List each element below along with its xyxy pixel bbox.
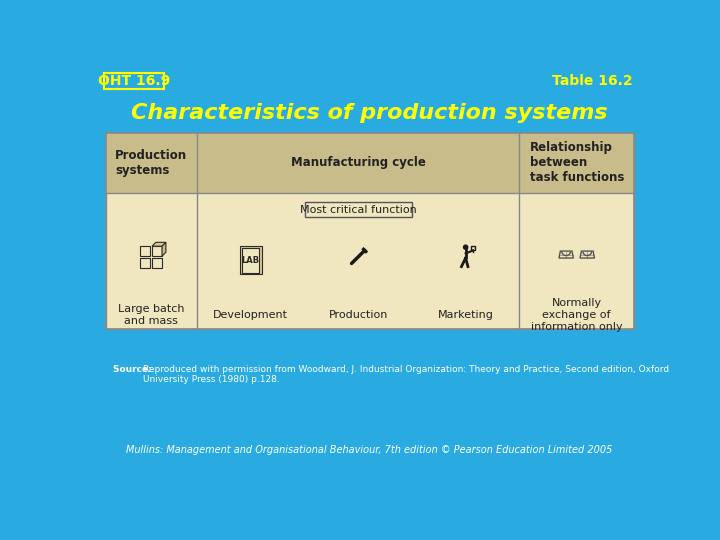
Bar [106,132,634,329]
Bar [140,258,150,268]
Bar [240,246,262,274]
Text: Reproduced with permission from Woodward, J. Industrial Organization: Theory and: Reproduced with permission from Woodward… [143,365,669,384]
Text: Most critical function: Most critical function [300,205,417,214]
Bar [106,132,634,329]
Text: Marketing: Marketing [438,310,493,320]
Bar [104,72,164,90]
Polygon shape [361,247,368,254]
Polygon shape [559,251,573,258]
Bar [242,248,259,273]
Bar [152,258,162,268]
Bar [140,246,150,256]
Text: Large batch
and mass: Large batch and mass [118,304,184,326]
Circle shape [464,245,468,249]
Text: Production
systems: Production systems [115,148,187,177]
Polygon shape [580,251,595,258]
Text: Characteristics of production systems: Characteristics of production systems [131,103,607,123]
Bar [106,132,634,193]
Text: LAB: LAB [242,256,260,265]
Text: Production: Production [328,310,388,320]
Polygon shape [152,242,166,246]
Text: Mullins: Management and Organisational Behaviour, 7th edition © Pearson Educatio: Mullins: Management and Organisational B… [126,445,612,455]
Bar [305,202,412,217]
Bar [471,246,475,251]
Text: Development: Development [213,310,288,320]
Text: OHT 16.9: OHT 16.9 [98,74,171,88]
Text: Table 16.2: Table 16.2 [552,74,632,88]
Text: Source:: Source: [113,365,155,374]
Text: Normally
exchange of
information only: Normally exchange of information only [531,299,623,332]
Text: Relationship
between
task functions: Relationship between task functions [529,141,624,184]
Bar [152,246,162,256]
Text: Manufacturing cycle: Manufacturing cycle [291,156,426,169]
Polygon shape [162,242,166,256]
